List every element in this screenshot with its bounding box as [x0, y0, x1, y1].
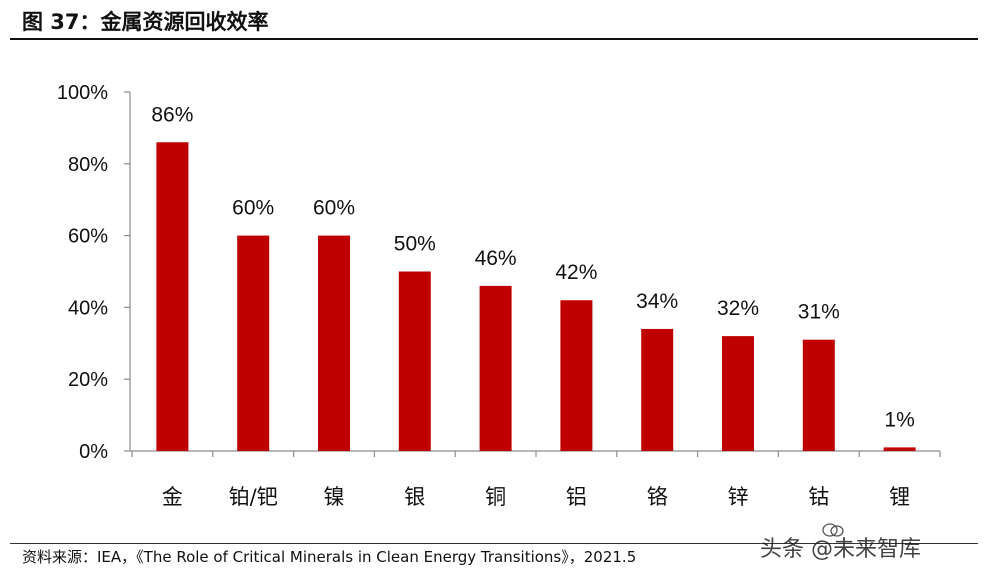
y-tick-label: 20% — [68, 369, 108, 391]
data-label: 31% — [798, 301, 840, 324]
data-label: 42% — [555, 261, 597, 284]
y-tick-label: 0% — [79, 441, 108, 463]
title-divider — [10, 38, 978, 40]
watermark: 头条 @未来智库 — [760, 537, 921, 562]
category-label: 银 — [404, 485, 425, 509]
category-label: 铂/钯 — [229, 485, 278, 509]
page-title: 图 37：金属资源回收效率 — [22, 10, 269, 34]
watermark-logo-icon — [822, 523, 844, 537]
data-label: 34% — [636, 290, 678, 313]
data-label: 46% — [475, 247, 517, 270]
bar-chart: 0% 20% 40% 60% 80% 100% 86% 金 60% 铂/钯 60% 镍 50% 银 46% 铜… — [57, 82, 941, 509]
footer-divider — [10, 543, 978, 544]
category-label: 锂 — [889, 485, 910, 509]
category-label: 铝 — [566, 485, 587, 509]
data-label: 50% — [394, 233, 436, 256]
category-label: 钴 — [808, 485, 829, 509]
bar — [318, 235, 350, 451]
bar — [156, 142, 189, 451]
bar — [398, 271, 431, 451]
data-label: 32% — [717, 297, 759, 320]
data-label: 60% — [232, 197, 274, 220]
y-tick-label: 80% — [68, 154, 108, 176]
bar — [641, 328, 674, 451]
category-label: 锌 — [728, 485, 749, 509]
data-label: 86% — [151, 103, 193, 126]
bar — [479, 285, 512, 451]
y-tick-label: 40% — [68, 297, 108, 319]
category-label: 金 — [162, 485, 183, 509]
bar — [722, 336, 754, 451]
bar — [802, 339, 835, 451]
data-label: 60% — [313, 197, 355, 220]
y-tick-label: 60% — [68, 226, 108, 248]
data-label: 1% — [884, 408, 914, 431]
bar — [883, 447, 916, 451]
category-label: 铜 — [485, 485, 506, 509]
source-note: 资料来源：IEA，《The Role of Critical Minerals … — [22, 548, 637, 566]
y-tick-label: 100% — [57, 82, 108, 104]
bar — [560, 300, 593, 451]
category-label: 镍 — [324, 485, 345, 509]
category-label: 铬 — [647, 485, 668, 509]
bar — [237, 235, 270, 451]
